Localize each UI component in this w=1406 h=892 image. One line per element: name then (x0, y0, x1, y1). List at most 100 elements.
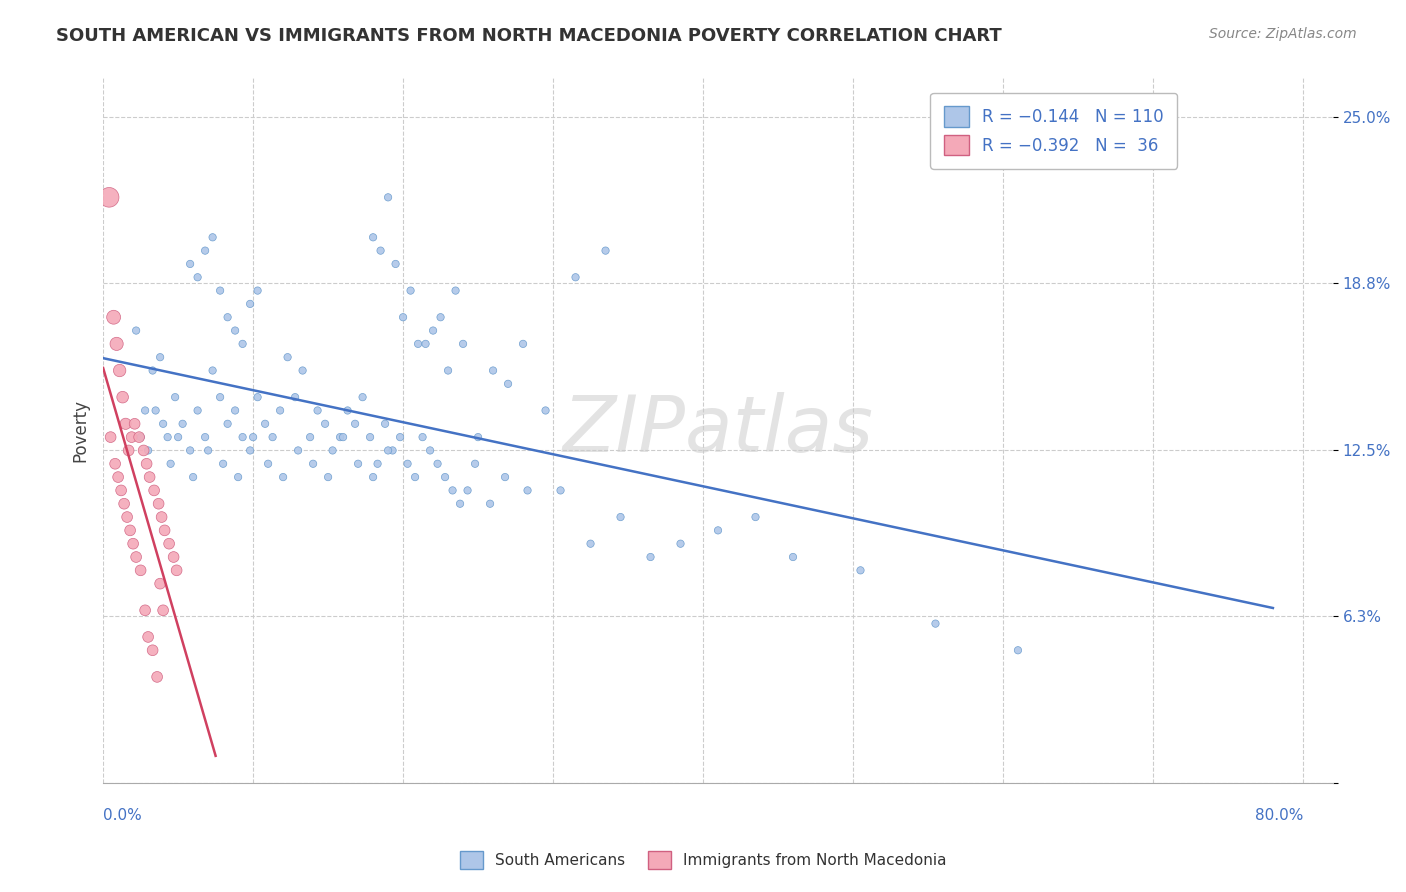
Point (165, 390, 187, 404)
Point (239, 443, 262, 458)
Text: ZIPatlas: ZIPatlas (562, 392, 873, 468)
Point (136, 630, 159, 644)
Point (212, 457, 235, 471)
Point (125, 324, 148, 338)
Point (224, 403, 246, 417)
Point (124, 417, 146, 431)
Point (257, 457, 280, 471)
Point (426, 457, 449, 471)
Point (108, 363, 131, 377)
Point (150, 510, 173, 524)
Point (254, 417, 277, 431)
Point (153, 524, 176, 538)
Point (347, 457, 370, 471)
Point (361, 230, 384, 244)
Point (142, 363, 165, 377)
Text: 80.0%: 80.0% (1254, 808, 1303, 823)
Point (392, 310, 415, 325)
Point (434, 470, 457, 484)
Legend: South Americans, Immigrants from North Macedonia: South Americans, Immigrants from North M… (454, 845, 952, 875)
Point (159, 457, 181, 471)
Point (115, 510, 138, 524)
Point (179, 257, 201, 271)
Point (412, 430, 434, 444)
Point (246, 390, 269, 404)
Point (404, 470, 426, 484)
Point (125, 549, 148, 564)
Point (224, 324, 246, 338)
Point (316, 470, 339, 484)
Point (707, 524, 730, 538)
Y-axis label: Poverty: Poverty (72, 399, 89, 462)
Point (239, 297, 262, 311)
Point (271, 470, 294, 484)
Point (329, 430, 352, 444)
Point (149, 576, 172, 591)
Point (389, 430, 412, 444)
Point (148, 497, 170, 511)
Point (406, 337, 429, 351)
Point (114, 417, 136, 431)
Point (609, 510, 631, 524)
Point (299, 430, 322, 444)
Point (107, 470, 129, 484)
Point (111, 390, 134, 404)
Point (336, 403, 359, 417)
Point (209, 284, 232, 298)
Point (269, 403, 291, 417)
Point (181, 470, 204, 484)
Point (302, 457, 325, 471)
Point (640, 549, 662, 564)
Point (136, 443, 159, 458)
Point (924, 616, 946, 631)
Point (100, 430, 122, 444)
Point (444, 284, 467, 298)
Point (152, 603, 174, 617)
Point (415, 337, 437, 351)
Point (512, 337, 534, 351)
Point (134, 603, 156, 617)
Point (179, 443, 201, 458)
Point (122, 537, 145, 551)
Point (105, 337, 128, 351)
Point (129, 563, 152, 577)
Text: 0.0%: 0.0% (103, 808, 142, 823)
Point (134, 403, 156, 417)
Point (457, 483, 479, 498)
Point (166, 563, 188, 577)
Point (156, 430, 179, 444)
Point (103, 310, 125, 325)
Point (467, 430, 489, 444)
Point (782, 549, 804, 564)
Point (242, 430, 264, 444)
Point (451, 337, 474, 351)
Point (262, 430, 284, 444)
Point (1007, 643, 1029, 657)
Point (194, 430, 217, 444)
Point (209, 390, 232, 404)
Point (449, 497, 471, 511)
Point (307, 403, 329, 417)
Point (314, 417, 336, 431)
Point (595, 244, 617, 258)
Point (138, 470, 160, 484)
Point (167, 430, 190, 444)
Point (422, 324, 444, 338)
Point (226, 470, 249, 484)
Point (367, 457, 389, 471)
Point (142, 643, 165, 657)
Point (441, 483, 464, 498)
Point (135, 457, 157, 471)
Point (232, 430, 254, 444)
Point (187, 403, 209, 417)
Point (152, 417, 174, 431)
Legend: R = −0.144   N = 110, R = −0.392   N =  36: R = −0.144 N = 110, R = −0.392 N = 36 (931, 93, 1177, 169)
Point (277, 350, 299, 364)
Point (744, 510, 766, 524)
Point (132, 443, 155, 458)
Point (479, 497, 502, 511)
Point (145, 403, 167, 417)
Point (157, 537, 180, 551)
Point (187, 270, 209, 285)
Point (849, 563, 872, 577)
